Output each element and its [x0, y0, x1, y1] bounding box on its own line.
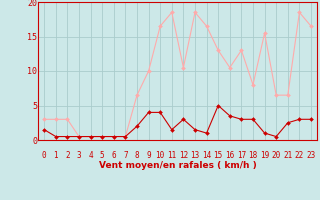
X-axis label: Vent moyen/en rafales ( km/h ): Vent moyen/en rafales ( km/h ): [99, 161, 256, 170]
